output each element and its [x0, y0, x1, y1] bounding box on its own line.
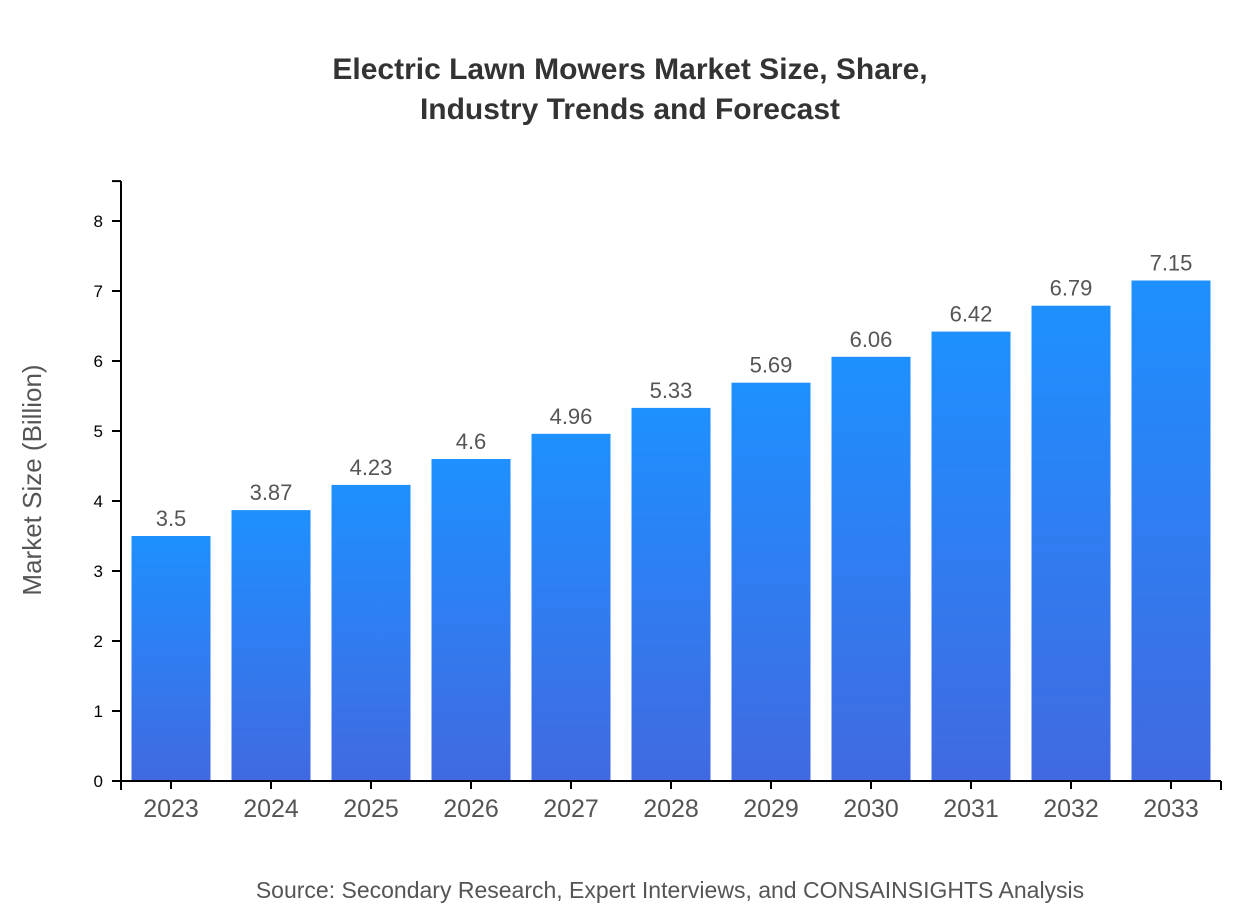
bar-2024 — [231, 510, 311, 781]
x-tick-label-2032: 2032 — [1043, 795, 1099, 823]
y-tick-label-3: 3 — [94, 562, 103, 581]
y-tick-label-4: 4 — [94, 492, 103, 511]
bar-2031 — [931, 331, 1011, 781]
x-tick-label-2025: 2025 — [343, 795, 399, 823]
x-tick-label-2031: 2031 — [943, 795, 999, 823]
x-tick-label-2033: 2033 — [1143, 795, 1199, 823]
y-tick-label-2: 2 — [94, 632, 103, 651]
bar-2026 — [431, 459, 511, 781]
bar-2027 — [531, 433, 611, 781]
source-note: Source: Secondary Research, Expert Inter… — [255, 877, 1085, 903]
y-tick-label-8: 8 — [94, 212, 103, 231]
bar-2025 — [331, 484, 411, 781]
bars: 3.5 3.87 4.23 4.6 4.96 5.33 5.69 6.06 6.42 6.79 7.… — [131, 251, 1211, 781]
x-tick-label-2026: 2026 — [443, 795, 499, 823]
y-tick-label-5: 5 — [94, 422, 103, 441]
data-label-2029: 5.69 — [750, 353, 793, 378]
data-label-2025: 4.23 — [350, 455, 393, 480]
data-label-2031: 6.42 — [950, 302, 993, 327]
bar-2033 — [1131, 280, 1211, 781]
x-tick-label-2023: 2023 — [143, 795, 199, 823]
data-label-2023: 3.5 — [156, 506, 187, 531]
data-label-2032: 6.79 — [1050, 276, 1093, 301]
x-tick-label-2027: 2027 — [543, 795, 599, 823]
chart-title-line-2: Industry Trends and Forecast — [419, 93, 841, 126]
y-tick-label-0: 0 — [94, 772, 103, 791]
bar-2028 — [631, 407, 711, 781]
chart-title-line-1: Electric Lawn Mowers Market Size, Share, — [332, 53, 928, 86]
data-label-2028: 5.33 — [650, 378, 693, 403]
bar-2023 — [131, 536, 211, 781]
data-label-2030: 6.06 — [850, 327, 893, 352]
x-tick-label-2029: 2029 — [743, 795, 799, 823]
data-label-2033: 7.15 — [1150, 251, 1193, 276]
x-tick-label-2024: 2024 — [243, 795, 299, 823]
x-tick-label-2030: 2030 — [843, 795, 899, 823]
bar-2032 — [1031, 305, 1111, 781]
y-tick-label-6: 6 — [94, 352, 103, 371]
y-tick-label-1: 1 — [94, 702, 103, 721]
chart-title: Electric Lawn Mowers Market Size, Share,… — [0, 50, 1260, 130]
y-tick-label-7: 7 — [94, 282, 103, 301]
data-label-2026: 4.6 — [456, 429, 487, 454]
axes: 2023 2024 2025 2026 2027 2028 2029 2030 2031 2032… — [94, 180, 1222, 823]
bar-2030 — [831, 356, 911, 781]
y-axis-label: Market Size (Billion) — [17, 364, 47, 595]
x-tick-label-2028: 2028 — [643, 795, 699, 823]
data-label-2027: 4.96 — [550, 404, 593, 429]
bar-2029 — [731, 382, 811, 781]
data-label-2024: 3.87 — [250, 480, 293, 505]
